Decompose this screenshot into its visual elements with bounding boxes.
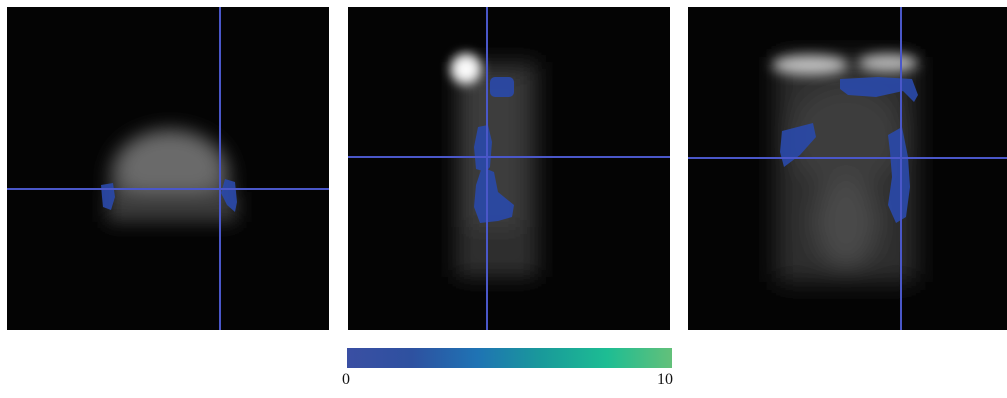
colorbar-min-label: 0 [342,371,350,388]
activation-overlay [780,77,918,223]
bright-region [772,54,918,75]
sagittal-view-image [348,7,670,330]
colorbar-max-label: 10 [657,371,673,388]
axial-view-panel[interactable] [7,7,329,330]
colorbar [347,348,672,368]
axial-view-image [7,7,329,330]
sagittal-view-panel[interactable] [348,7,670,330]
brain-tissue [107,129,237,222]
bright-region [450,53,482,85]
coronal-view-image [688,7,1007,330]
coronal-view-panel[interactable] [688,7,1007,330]
